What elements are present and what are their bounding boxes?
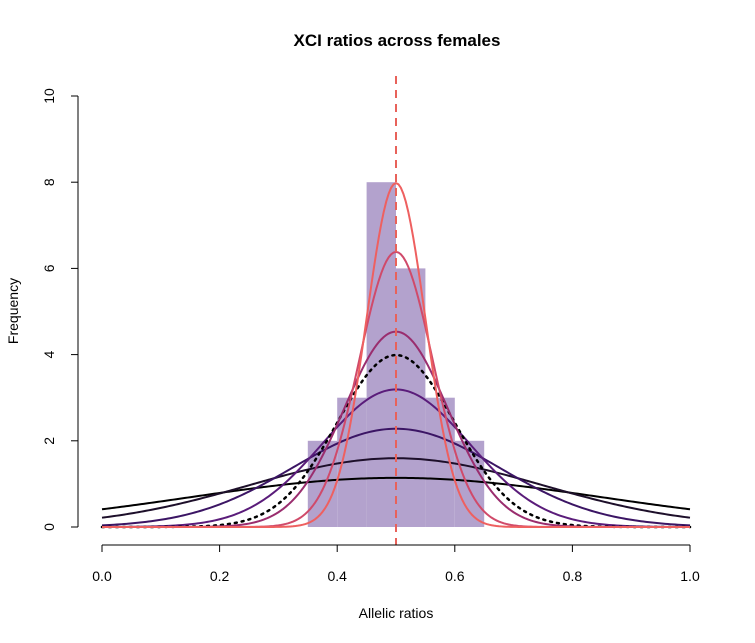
y-ticks: 0 2 4 6 8 10: [41, 88, 78, 531]
x-tick-label: 0.8: [563, 568, 583, 584]
y-tick-label: 10: [41, 88, 57, 104]
histogram-bars: [307, 182, 485, 527]
x-tick-label: 0.2: [210, 568, 230, 584]
x-axis-label: Allelic ratios: [359, 605, 434, 621]
x-tick-label: 0.6: [445, 568, 465, 584]
histogram-bar: [366, 182, 396, 527]
x-tick-label: 0.0: [92, 568, 112, 584]
density-curve: [102, 181, 690, 528]
y-tick-label: 8: [41, 178, 57, 186]
x-ticks: 0.0 0.2 0.4 0.6 0.8 1.0: [92, 545, 700, 584]
y-tick-label: 2: [41, 437, 57, 445]
x-tick-label: 0.4: [327, 568, 347, 584]
y-tick-label: 0: [41, 523, 57, 531]
y-axis-label: Frequency: [5, 278, 21, 344]
x-axis: 0.0 0.2 0.4 0.6 0.8 1.0: [92, 544, 700, 584]
x-tick-label: 1.0: [680, 568, 700, 584]
y-tick-label: 4: [41, 350, 57, 358]
y-tick-label: 6: [41, 264, 57, 272]
density-curve: [101, 476, 691, 511]
y-axis: 0 2 4 6 8 10: [41, 88, 79, 531]
chart-title: XCI ratios across females: [294, 31, 501, 50]
